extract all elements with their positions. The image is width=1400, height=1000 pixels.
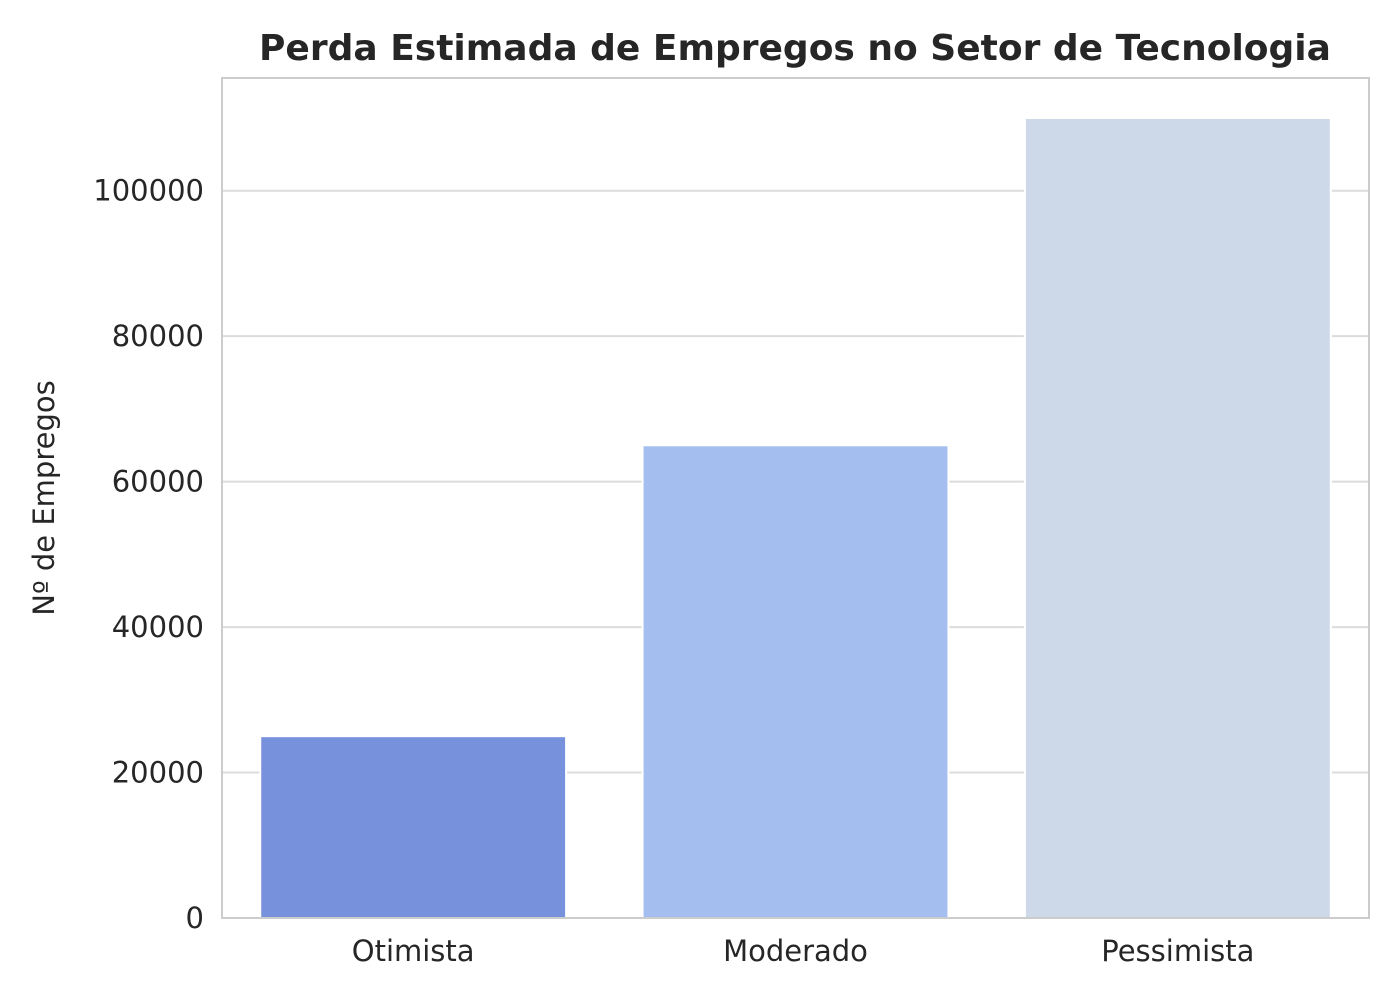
y-tick-label-60000: 60000 — [112, 465, 204, 499]
y-tick-labels: 0 20000 40000 60000 80000 100000 — [93, 174, 204, 935]
chart-title: Perda Estimada de Empregos no Setor de T… — [259, 28, 1331, 69]
bar-moderado — [641, 444, 950, 919]
y-tick-label-20000: 20000 — [112, 756, 204, 790]
y-tick-label-0: 0 — [186, 901, 204, 935]
bars — [259, 117, 1332, 919]
bar-otimista — [259, 735, 568, 919]
y-axis-label: Nº de Empregos — [27, 380, 61, 615]
plot-frame — [221, 77, 1370, 919]
x-tick-label-moderado: Moderado — [723, 934, 868, 968]
bar-pessimista — [1023, 117, 1332, 919]
y-tick-label-100000: 100000 — [93, 174, 204, 208]
y-tick-label-80000: 80000 — [112, 319, 204, 353]
y-tick-label-40000: 40000 — [112, 610, 204, 644]
x-tick-label-otimista: Otimista — [352, 934, 475, 968]
x-tick-label-pessimista: Pessimista — [1101, 934, 1254, 968]
x-tick-labels: Otimista Moderado Pessimista — [352, 934, 1255, 968]
